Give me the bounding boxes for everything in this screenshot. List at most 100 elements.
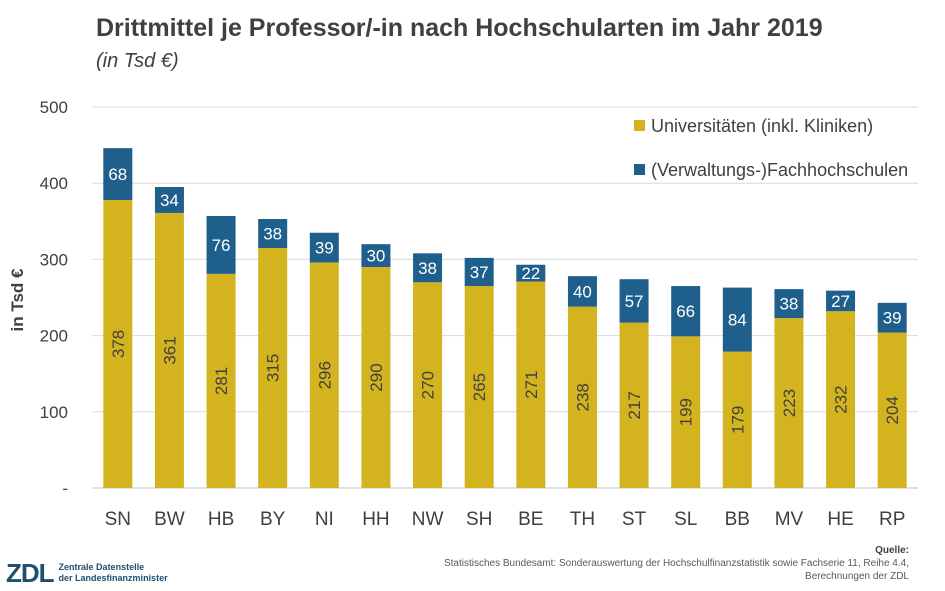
bar-segment xyxy=(206,215,236,274)
bar-segment xyxy=(774,289,804,319)
zdl-logo-mark: ZDL xyxy=(6,558,55,588)
y-tick-label: 500 xyxy=(40,98,68,117)
bar-segment xyxy=(154,212,184,488)
bar-value-label: 38 xyxy=(418,259,437,278)
bar-value-label: 30 xyxy=(366,247,385,266)
bar-segment xyxy=(103,148,133,200)
bar-value-label: 22 xyxy=(521,264,540,283)
bar-value-label: 199 xyxy=(677,398,696,426)
x-category-label: ST xyxy=(622,509,647,530)
x-category-label: MV xyxy=(775,509,804,530)
legend-swatch xyxy=(634,164,645,175)
bar-value-label: 238 xyxy=(573,383,592,411)
bar-value-label: 361 xyxy=(160,336,179,364)
bar-segment xyxy=(826,290,856,312)
bar-value-label: 179 xyxy=(728,406,747,434)
bar-value-label: 39 xyxy=(883,309,902,328)
bar-segment xyxy=(619,322,649,488)
bar-value-label: 27 xyxy=(831,292,850,311)
x-category-label: HH xyxy=(362,509,389,530)
x-category-label: HB xyxy=(208,509,234,530)
y-tick-label: 100 xyxy=(40,403,68,422)
bar-segment xyxy=(258,247,288,488)
bar-value-label: 66 xyxy=(676,302,695,321)
bar-value-label: 68 xyxy=(108,165,127,184)
bar-value-label: 290 xyxy=(367,363,386,391)
chart-title: Drittmittel je Professor/-in nach Hochsc… xyxy=(96,14,823,42)
bar-value-label: 38 xyxy=(263,224,282,243)
bar-value-label: 281 xyxy=(212,367,231,395)
bar-segment xyxy=(103,199,133,489)
bar-value-label: 378 xyxy=(109,330,128,358)
bar-segment xyxy=(877,302,907,333)
x-category-label: BB xyxy=(725,509,750,530)
x-category-label: NW xyxy=(412,509,444,530)
bar-value-label: 38 xyxy=(779,295,798,314)
bar-segment xyxy=(619,279,649,323)
x-category-label: BY xyxy=(260,509,286,530)
bar-segment xyxy=(877,332,907,488)
y-tick-label: - xyxy=(62,479,68,498)
bar-value-label: 223 xyxy=(780,389,799,417)
x-category-label: BW xyxy=(154,509,185,530)
bar-segment xyxy=(361,267,391,488)
bar-segment xyxy=(826,311,856,488)
bar-segment xyxy=(154,187,184,213)
bar-segment xyxy=(516,264,546,282)
bar-segment xyxy=(258,219,288,248)
legend-label: (Verwaltungs-)Fachhochschulen xyxy=(651,160,908,180)
legend-label: Universitäten (inkl. Kliniken) xyxy=(651,116,873,136)
x-category-label: SH xyxy=(466,509,492,530)
bar-segment xyxy=(413,282,443,488)
bar-value-label: 232 xyxy=(832,385,851,413)
bar-segment xyxy=(722,351,752,488)
source-title: Quelle: xyxy=(875,545,909,556)
x-category-label: SN xyxy=(105,509,131,530)
bar-value-label: 39 xyxy=(315,239,334,258)
x-category-label: TH xyxy=(570,509,595,530)
x-category-label: BE xyxy=(518,509,543,530)
bar-value-label: 57 xyxy=(625,292,644,311)
source-note: Quelle: Statistisches Bundesamt: Sondera… xyxy=(444,544,909,583)
zdl-logo: ZDL Zentrale Datenstelle der Landesfinan… xyxy=(6,560,168,586)
bar-value-label: 34 xyxy=(160,191,179,210)
bar-value-label: 84 xyxy=(728,311,747,330)
bar-segment xyxy=(774,318,804,488)
legend-swatch xyxy=(634,120,645,131)
bar-value-label: 296 xyxy=(315,361,334,389)
bar-value-label: 270 xyxy=(419,371,438,399)
zdl-logo-text: Zentrale Datenstelle der Landesfinanzmin… xyxy=(59,562,168,584)
x-category-label: HE xyxy=(827,509,853,530)
bar-value-label: 76 xyxy=(212,236,231,255)
y-tick-label: 400 xyxy=(40,174,68,193)
bar-segment xyxy=(567,306,597,488)
bar-value-label: 40 xyxy=(573,282,592,301)
legend: Universitäten (inkl. Kliniken) (Verwaltun… xyxy=(634,116,908,180)
zdl-logo-line1: Zentrale Datenstelle xyxy=(58,562,145,572)
source-line1: Statistisches Bundesamt: Sonderauswertun… xyxy=(443,558,909,569)
bar-segment xyxy=(567,276,597,307)
bar-segment xyxy=(516,281,546,488)
zdl-logo-line2: der Landesfinanzminister xyxy=(58,573,168,583)
bar-segment xyxy=(206,273,236,488)
bar-segment xyxy=(464,257,494,287)
bar-segment xyxy=(671,336,701,488)
bars: 378 68 361 34 281 76 315 38 296 39 290 30 270 38 265 37… xyxy=(103,148,907,489)
chart-subtitle: (in Tsd €) xyxy=(96,50,179,72)
y-tick-label: 200 xyxy=(40,327,68,346)
bar-value-label: 204 xyxy=(883,396,902,424)
y-tick-label: 300 xyxy=(40,250,68,269)
source-line2: Berechnungen der ZDL xyxy=(805,571,909,582)
bar-value-label: 37 xyxy=(470,263,489,282)
bar-segment xyxy=(413,253,443,283)
bar-value-label: 217 xyxy=(625,391,644,419)
bar-value-label: 315 xyxy=(264,354,283,382)
bar-segment xyxy=(722,287,752,352)
x-axis-categories: SN BW HB BY NI HH NW SH BE TH ST SL BB MV HE RP xyxy=(105,509,906,530)
y-axis-label: in Tsd € xyxy=(8,268,27,332)
bar-segment xyxy=(464,286,494,488)
bar-segment xyxy=(309,232,339,263)
x-category-label: RP xyxy=(879,509,905,530)
bar-value-label: 271 xyxy=(522,371,541,399)
